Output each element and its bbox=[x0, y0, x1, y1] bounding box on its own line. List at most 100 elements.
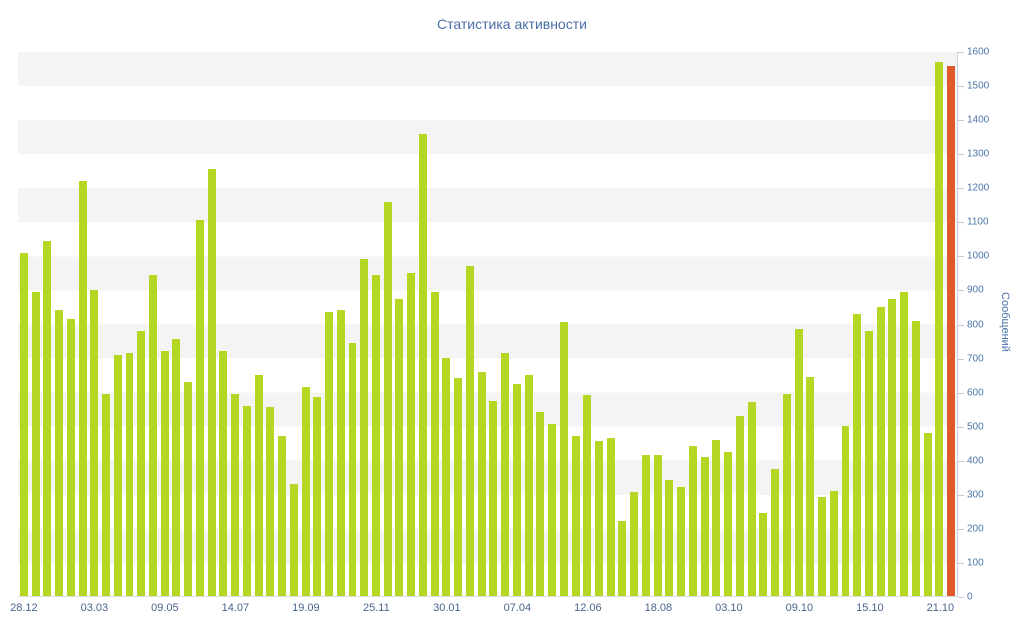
bar[interactable] bbox=[653, 454, 662, 596]
bar[interactable] bbox=[242, 405, 251, 596]
x-axis-tick-label: 28.12 bbox=[10, 602, 38, 614]
bar[interactable] bbox=[43, 240, 52, 596]
bar[interactable] bbox=[747, 402, 756, 596]
y-axis-tick-label: 700 bbox=[967, 353, 984, 365]
bar[interactable] bbox=[219, 351, 228, 596]
bar[interactable] bbox=[66, 318, 75, 596]
y-axis-tick bbox=[958, 86, 964, 88]
bar[interactable] bbox=[841, 426, 850, 596]
bar[interactable] bbox=[876, 307, 885, 596]
bar[interactable] bbox=[78, 181, 87, 596]
bar[interactable] bbox=[606, 437, 615, 596]
bar[interactable] bbox=[911, 320, 920, 596]
bar[interactable] bbox=[231, 393, 240, 596]
bar[interactable] bbox=[524, 375, 533, 596]
bar[interactable] bbox=[771, 468, 780, 596]
bar[interactable] bbox=[735, 415, 744, 596]
bar[interactable] bbox=[465, 266, 474, 596]
bar[interactable] bbox=[759, 512, 768, 596]
bar[interactable] bbox=[195, 220, 204, 596]
x-axis-tick-label: 09.10 bbox=[785, 602, 814, 614]
y-axis-tick-label: 400 bbox=[967, 455, 984, 467]
x-axis-tick-label: 21.10 bbox=[926, 602, 955, 614]
bar[interactable] bbox=[853, 313, 862, 596]
bar[interactable] bbox=[278, 436, 287, 596]
bar[interactable] bbox=[372, 274, 380, 596]
x-axis-tick-label: 18.08 bbox=[644, 602, 673, 614]
bar[interactable] bbox=[700, 456, 709, 596]
bar[interactable] bbox=[536, 412, 545, 596]
bar[interactable] bbox=[90, 290, 99, 596]
y-axis-title: Сообщений bbox=[999, 292, 1011, 352]
bar[interactable] bbox=[630, 492, 639, 596]
bar[interactable] bbox=[313, 397, 322, 596]
x-axis-tick-label: 09.05 bbox=[151, 602, 179, 614]
bar[interactable] bbox=[137, 330, 146, 596]
x-axis-tick-label: 12.06 bbox=[574, 602, 602, 614]
bar[interactable] bbox=[160, 351, 169, 596]
bar[interactable] bbox=[289, 483, 298, 596]
bar[interactable] bbox=[665, 480, 674, 596]
bar[interactable] bbox=[383, 201, 392, 596]
bar[interactable] bbox=[829, 490, 838, 596]
bar[interactable] bbox=[864, 330, 873, 596]
bar[interactable] bbox=[207, 169, 216, 596]
bar[interactable] bbox=[348, 342, 357, 596]
y-axis-tick-label: 900 bbox=[967, 284, 984, 296]
bar[interactable] bbox=[301, 386, 310, 596]
bar[interactable] bbox=[184, 381, 193, 596]
bar[interactable] bbox=[935, 62, 944, 596]
x-axis-tick-label: 30.01 bbox=[433, 602, 461, 614]
bar[interactable] bbox=[254, 375, 263, 596]
bar[interactable] bbox=[888, 298, 897, 596]
bar[interactable] bbox=[407, 273, 416, 596]
bar[interactable] bbox=[595, 441, 603, 596]
bar[interactable] bbox=[782, 393, 791, 596]
bar[interactable] bbox=[172, 339, 181, 596]
x-axis-tick-label: 14.07 bbox=[221, 602, 250, 614]
bar[interactable] bbox=[794, 329, 803, 596]
bar[interactable] bbox=[900, 291, 909, 596]
bar[interactable] bbox=[641, 454, 650, 596]
plot-area bbox=[18, 52, 958, 597]
bar[interactable] bbox=[266, 407, 275, 596]
bar[interactable] bbox=[677, 487, 686, 596]
bar-highlight[interactable] bbox=[947, 65, 956, 596]
bar[interactable] bbox=[55, 310, 64, 596]
bar[interactable] bbox=[325, 312, 334, 596]
y-axis-tick bbox=[958, 562, 964, 564]
y-axis-tick-label: 300 bbox=[967, 489, 984, 501]
bar[interactable] bbox=[113, 354, 122, 596]
bar[interactable] bbox=[102, 393, 110, 596]
bar[interactable] bbox=[512, 383, 521, 596]
bar[interactable] bbox=[19, 252, 28, 596]
bar[interactable] bbox=[559, 322, 568, 596]
bar[interactable] bbox=[583, 395, 592, 596]
bar[interactable] bbox=[501, 352, 510, 596]
bar[interactable] bbox=[618, 521, 627, 596]
bar[interactable] bbox=[477, 371, 486, 596]
bar[interactable] bbox=[125, 352, 134, 596]
bar[interactable] bbox=[442, 358, 451, 596]
bar[interactable] bbox=[724, 451, 733, 596]
x-axis-tick-label: 03.03 bbox=[80, 602, 109, 614]
y-axis-tick bbox=[958, 52, 964, 53]
bar[interactable] bbox=[489, 400, 498, 596]
bar[interactable] bbox=[923, 432, 932, 596]
bar[interactable] bbox=[430, 291, 439, 596]
bar[interactable] bbox=[336, 310, 345, 596]
bar[interactable] bbox=[571, 436, 580, 596]
bar[interactable] bbox=[395, 298, 404, 596]
bar[interactable] bbox=[418, 133, 427, 596]
bar[interactable] bbox=[688, 446, 697, 596]
bar[interactable] bbox=[818, 497, 826, 596]
bar[interactable] bbox=[360, 259, 369, 596]
bar[interactable] bbox=[712, 439, 721, 596]
bar[interactable] bbox=[548, 424, 557, 596]
bar[interactable] bbox=[148, 274, 157, 596]
bar[interactable] bbox=[454, 378, 463, 596]
y-axis-tick-label: 600 bbox=[967, 387, 984, 399]
bar[interactable] bbox=[806, 376, 815, 596]
bar[interactable] bbox=[31, 291, 40, 596]
